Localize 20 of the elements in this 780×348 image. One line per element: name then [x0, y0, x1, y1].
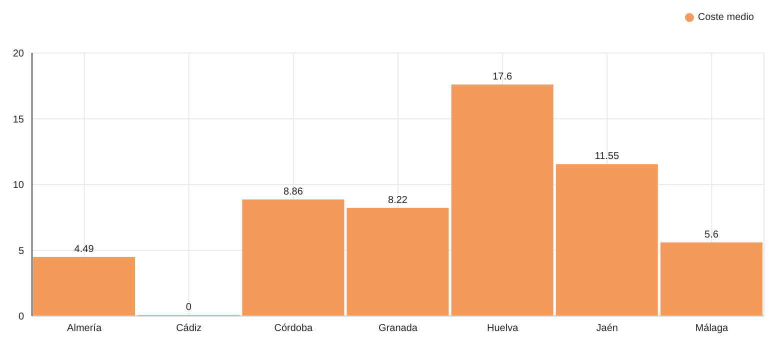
- data-label: 8.86: [283, 186, 304, 198]
- x-tick-label: Huelva: [487, 323, 519, 334]
- x-tick-label: Jaén: [596, 323, 618, 334]
- data-label: 0: [186, 302, 192, 313]
- x-tick-label: Granada: [378, 323, 418, 334]
- y-tick-label: 15: [12, 114, 24, 126]
- data-label: 11.55: [594, 151, 620, 162]
- y-tick-label: 0: [18, 312, 24, 323]
- x-tick-label: Cádiz: [176, 323, 202, 334]
- y-tick-label: 20: [12, 48, 24, 60]
- x-tick-label: Almería: [67, 323, 102, 334]
- x-tick-label: Córdoba: [274, 323, 314, 334]
- data-label: 17.6: [492, 72, 512, 83]
- data-label: 5.6: [704, 229, 719, 240]
- data-label: 8.22: [388, 194, 408, 206]
- data-label: 4.49: [74, 244, 94, 255]
- x-tick-label: Málaga: [695, 323, 729, 334]
- y-tick-label: 5: [18, 246, 24, 257]
- y-tick-label: 10: [12, 180, 24, 192]
- legend-label: Coste medio: [698, 12, 754, 23]
